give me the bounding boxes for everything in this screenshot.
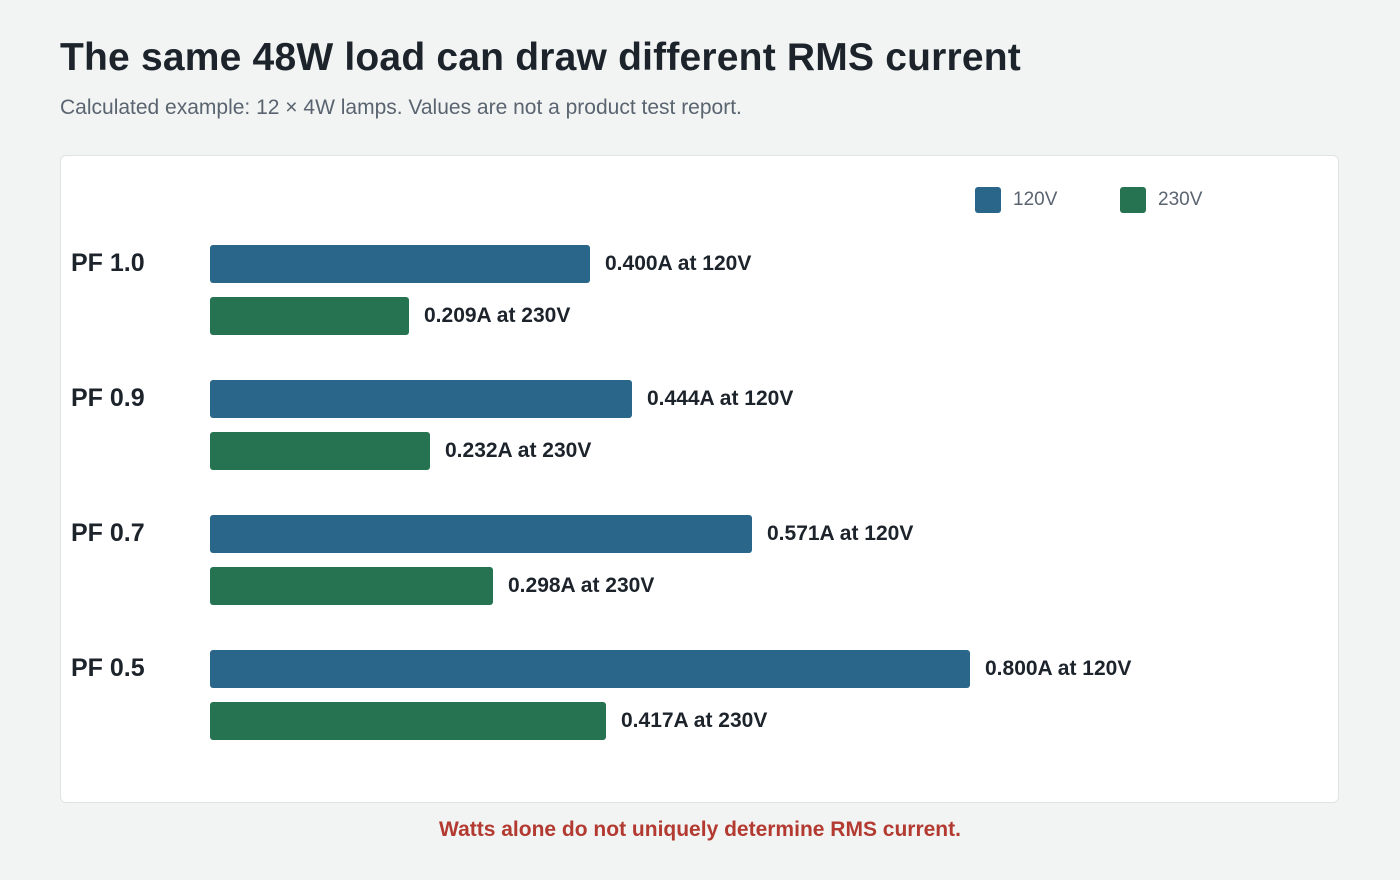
category-label: PF 0.9 [71,384,145,412]
category-label: PF 1.0 [71,249,145,277]
bar-value-label: 0.400A at 120V [605,252,752,275]
bar-value-label: 0.298A at 230V [508,574,655,597]
chart-title: The same 48W load can draw different RMS… [60,36,1021,79]
legend-swatch-120v [975,187,1001,213]
chart-subtitle: Calculated example: 12 × 4W lamps. Value… [60,96,742,119]
bar-230v [210,702,606,740]
bar-120v [210,650,970,688]
bar-120v [210,380,632,418]
bar-value-label: 0.444A at 120V [647,387,794,410]
legend-swatch-230v [1120,187,1146,213]
bar-value-label: 0.209A at 230V [424,304,571,327]
chart-card: 120V 230V PF 1.0 0.400A at 120V 0.209A at … [60,155,1339,803]
bar-120v [210,245,590,283]
footnote: Watts alone do not uniquely determine RM… [439,818,961,841]
legend-item-230v: 230V [1120,187,1202,213]
bar-value-label: 0.232A at 230V [445,439,592,462]
bar-value-label: 0.571A at 120V [767,522,914,545]
bar-value-label: 0.800A at 120V [985,657,1132,680]
legend-label-120v: 120V [1013,189,1058,210]
bar-120v [210,515,752,553]
legend-item-120v: 120V [975,187,1057,213]
legend-label-230v: 230V [1158,189,1203,210]
category-label: PF 0.7 [71,519,145,547]
bar-230v [210,297,409,335]
category-label: PF 0.5 [71,654,145,682]
bar-230v [210,567,493,605]
bar-value-label: 0.417A at 230V [621,709,768,732]
bar-230v [210,432,430,470]
